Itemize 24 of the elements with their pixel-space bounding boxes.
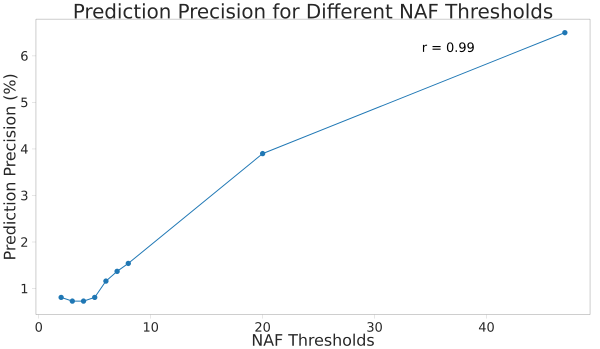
annotation: r = 0.99 bbox=[422, 42, 474, 52]
y-tick-label: 6 bbox=[21, 50, 28, 61]
point bbox=[103, 278, 109, 284]
point bbox=[80, 298, 86, 304]
x-tick-label: 10 bbox=[144, 322, 158, 332]
point bbox=[70, 298, 76, 304]
point bbox=[562, 30, 568, 36]
point bbox=[260, 150, 266, 156]
x-tick-label: 0 bbox=[36, 322, 42, 332]
point bbox=[92, 294, 98, 300]
point bbox=[114, 268, 120, 274]
x-tick-label: 20 bbox=[255, 322, 270, 332]
y-tick-label: 4 bbox=[20, 144, 28, 154]
y-axis-title: Prediction Precision (%) bbox=[3, 74, 18, 259]
y-tick-label: 3 bbox=[21, 190, 28, 200]
y-tick-label: 2 bbox=[21, 237, 28, 247]
x-tick-label: 30 bbox=[367, 322, 382, 332]
point bbox=[126, 260, 131, 266]
point bbox=[58, 294, 64, 300]
x-axis-title: NAF Thresholds bbox=[252, 333, 374, 346]
y-tick-label: 5 bbox=[21, 97, 28, 108]
chart-title: Prediction Precision for Different NAF Thresholds bbox=[74, 3, 552, 18]
x-tick-label: 40 bbox=[478, 322, 494, 332]
y-tick-label: 1 bbox=[22, 284, 28, 294]
